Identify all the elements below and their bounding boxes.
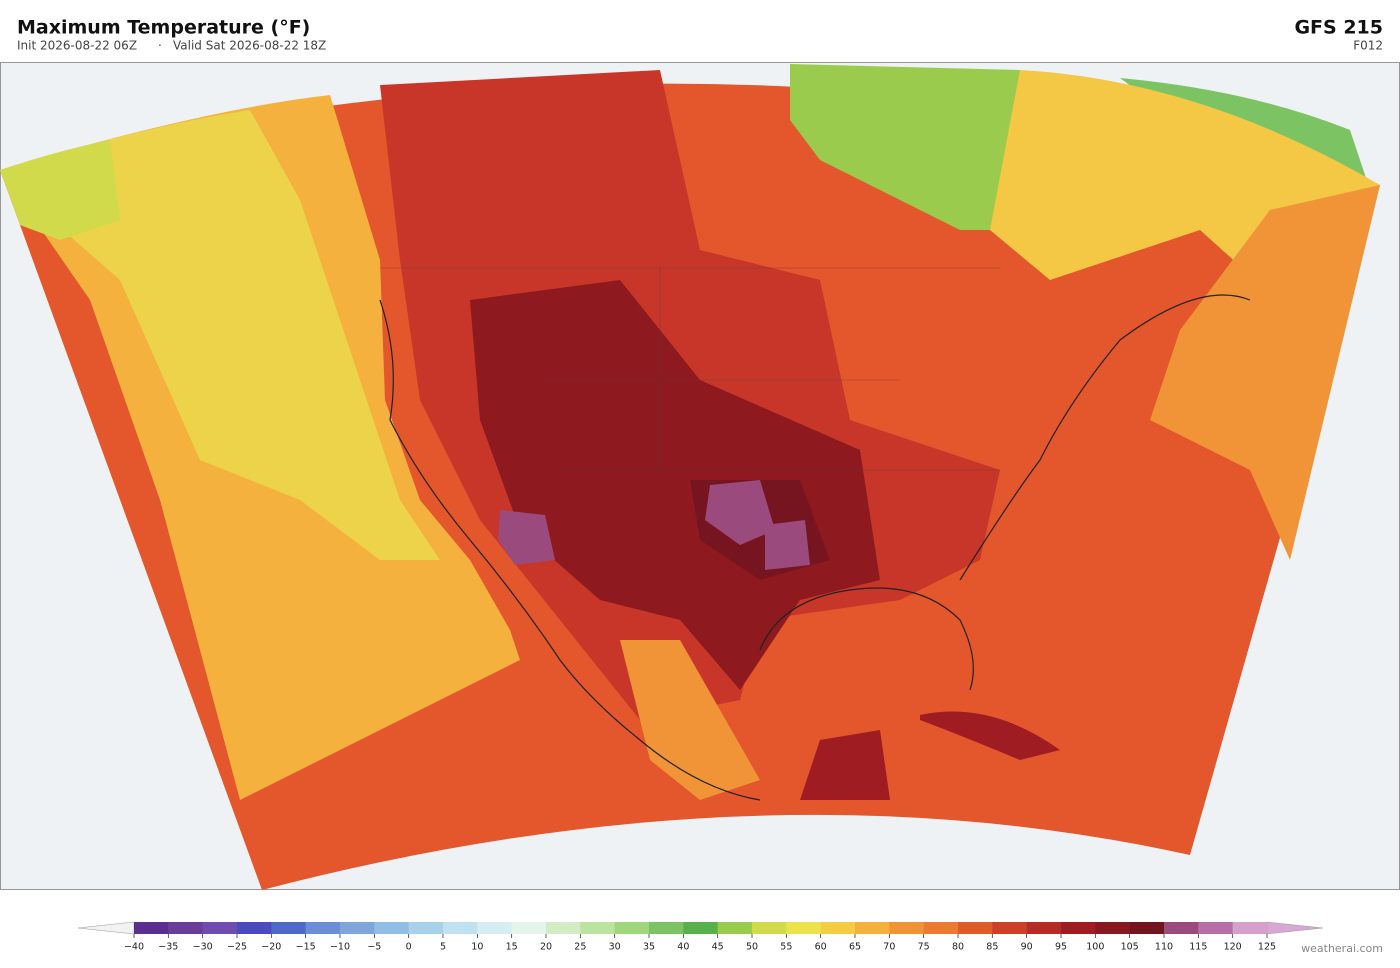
colorbar-segment	[1164, 922, 1199, 934]
colorbar-segment	[443, 922, 478, 934]
colorbar-tick-label: 125	[1258, 942, 1276, 953]
colorbar-tick-label: 15	[506, 942, 518, 953]
colorbar-segment	[923, 922, 959, 934]
init-time: Init 2026-08-22 06Z	[17, 39, 137, 53]
colorbar-tick-label: −25	[227, 942, 247, 953]
colorbar-segment	[202, 922, 238, 934]
colorbar-tick-label: 30	[609, 942, 621, 953]
watermark: weatherai.com	[1301, 942, 1383, 955]
colorbar-tick-label: 20	[540, 942, 552, 953]
colorbar-tick-label: 45	[712, 942, 724, 953]
colorbar-tick-label: 80	[952, 942, 964, 953]
title: Maximum Temperature (°F)	[17, 17, 310, 39]
colorbar-segment	[477, 922, 512, 934]
colorbar-tick-label: −40	[124, 942, 144, 953]
colorbar-tick-label: −30	[193, 942, 213, 953]
colorbar-segment	[614, 922, 650, 934]
colorbar-tick-label: 75	[918, 942, 930, 953]
colorbar-tick-label: 105	[1121, 942, 1139, 953]
model-name: GFS 215	[1294, 17, 1383, 39]
cool-north	[790, 64, 1020, 230]
colorbar-segment	[1026, 922, 1062, 934]
colorbar-segment	[855, 922, 890, 934]
colorbar-tick-label: −20	[261, 942, 281, 953]
record-heat	[498, 510, 555, 565]
colorbar-tick-label: −15	[296, 942, 316, 953]
colorbar-tick-label: −35	[158, 942, 178, 953]
colorbar-tick-label: 90	[1021, 942, 1033, 953]
colorbar-tick-label: 120	[1224, 942, 1242, 953]
ocean-cold	[0, 140, 120, 240]
colorbar-segment	[717, 922, 753, 934]
colorbar-segment	[649, 922, 684, 934]
colorbar-segment	[992, 922, 1027, 934]
colorbar-segment	[1198, 922, 1233, 934]
colorbar-tick-label: 50	[746, 942, 758, 953]
colorbar-tick-label: −5	[367, 942, 381, 953]
colorbar-tick-label: 25	[574, 942, 586, 953]
separator: ·	[158, 39, 162, 53]
colorbar-tick-label: 110	[1155, 942, 1173, 953]
colorbar-segment	[134, 922, 169, 934]
colorbar-tick-label: 95	[1055, 942, 1067, 953]
colorbar-tick-label: 0	[406, 942, 412, 953]
record-heat	[705, 480, 775, 545]
colorbar-segment	[408, 922, 444, 934]
colorbar-tick-label: 115	[1189, 942, 1207, 953]
record-heat	[765, 520, 810, 570]
forecast-hour: F012	[1353, 39, 1383, 53]
colorbar-segment	[374, 922, 409, 934]
colorbar-segment	[168, 922, 203, 934]
map	[0, 62, 1400, 891]
cuba	[920, 711, 1060, 760]
colorbar-tick-label: −10	[330, 942, 350, 953]
colorbar-segment	[580, 922, 615, 934]
colorbar-segment	[1095, 922, 1130, 934]
colorbar-tick-label: 10	[471, 942, 483, 953]
colorbar-segment	[1129, 922, 1165, 934]
yucatan	[800, 730, 890, 800]
colorbar-segment	[958, 922, 993, 934]
colorbar-under	[77, 921, 135, 935]
colorbar-segment	[546, 922, 581, 934]
borders	[380, 267, 1000, 471]
colorbar-segment	[271, 922, 306, 934]
colorbar-tick-label: 55	[780, 942, 792, 953]
colorbar-segment	[752, 922, 787, 934]
colorbar-tick-label: 85	[986, 942, 998, 953]
colorbar-tick-label: 100	[1086, 942, 1104, 953]
colorbar-segment	[237, 922, 272, 934]
mexico-highlands	[620, 640, 760, 800]
colorbar-tick-label: 70	[883, 942, 895, 953]
colorbar-segment	[1232, 922, 1268, 934]
valid-time: Valid Sat 2026-08-22 18Z	[173, 39, 326, 53]
colorbar-segment	[889, 922, 924, 934]
colorbar-tick-label: 5	[440, 942, 446, 953]
warm-atlantic	[1150, 185, 1380, 560]
colorbar-segment	[305, 922, 341, 934]
colorbar-segment	[786, 922, 821, 934]
colorbar-segment	[1061, 922, 1096, 934]
colorbar: −40 −35 −30 −25 −20 −15 −10 −5 0 5 10 15 20 25 30 35 40 4…	[77, 921, 1324, 953]
colorbar-over	[1266, 921, 1324, 935]
coastline	[379, 294, 1251, 801]
colorbar-tick-label: 65	[849, 942, 861, 953]
colorbar-tick-label: 35	[643, 942, 655, 953]
very-hot	[470, 280, 880, 690]
colorbar-tick-label: 60	[815, 942, 827, 953]
colorbar-tick-label: 40	[677, 942, 689, 953]
colorbar-segment	[511, 922, 547, 934]
colorbar-segment	[683, 922, 718, 934]
colorbar-segment	[340, 922, 375, 934]
colorbar-segment	[820, 922, 856, 934]
